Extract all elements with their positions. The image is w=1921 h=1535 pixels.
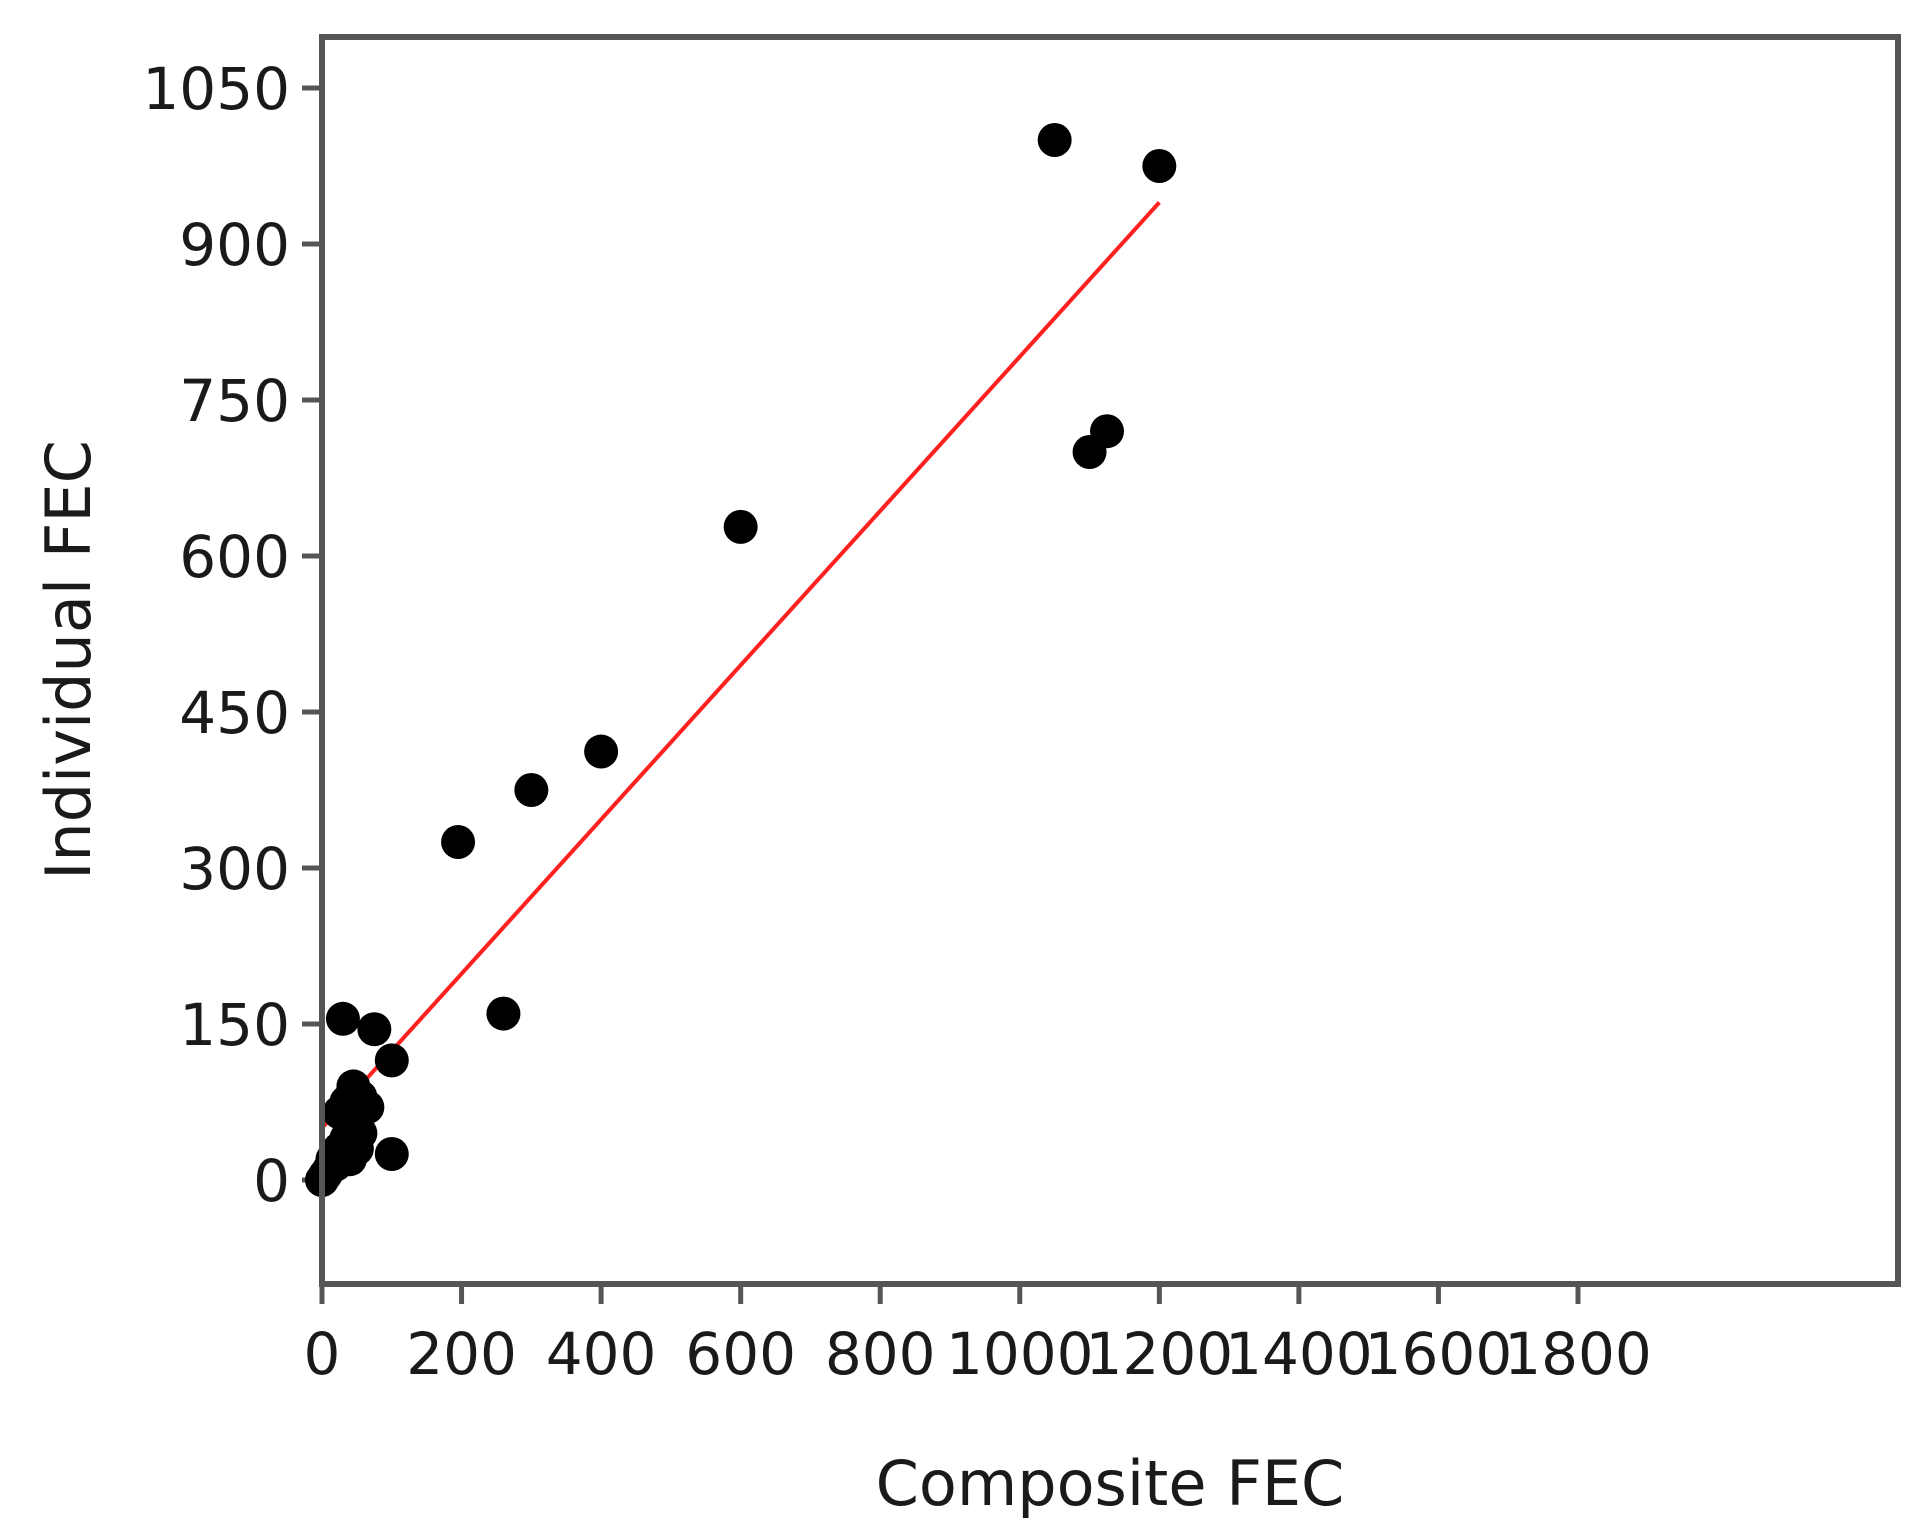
y-tick-label: 150 bbox=[179, 991, 290, 1059]
fit-line-group bbox=[320, 201, 1161, 1130]
x-tick-label: 1000 bbox=[946, 1320, 1094, 1388]
data-point bbox=[350, 1090, 385, 1125]
data-point bbox=[1090, 414, 1124, 449]
data-point bbox=[1142, 149, 1177, 183]
x-tick-label: 1600 bbox=[1365, 1320, 1513, 1388]
x-tick-label: 0 bbox=[304, 1320, 341, 1388]
x-tick-label: 600 bbox=[685, 1320, 796, 1388]
x-axis-title: Composite FEC bbox=[876, 1447, 1345, 1520]
data-point bbox=[343, 1116, 378, 1151]
y-tick-label: 900 bbox=[179, 211, 290, 279]
x-tick-label: 1800 bbox=[1504, 1320, 1652, 1388]
x-tick-label: 1200 bbox=[1086, 1320, 1234, 1388]
y-tick-label: 450 bbox=[179, 679, 290, 747]
y-tick-label: 0 bbox=[253, 1147, 290, 1215]
plot-frame bbox=[319, 34, 1901, 1287]
y-axis-ticks: 0 150 300 450 600 750 900 1050 bbox=[142, 55, 322, 1215]
data-point bbox=[357, 1012, 392, 1047]
data-point bbox=[584, 734, 619, 769]
y-tick-label: 600 bbox=[179, 523, 290, 591]
data-points bbox=[305, 123, 1177, 1197]
data-point bbox=[514, 773, 549, 807]
fit-line bbox=[320, 201, 1161, 1130]
x-tick-label: 1400 bbox=[1225, 1320, 1373, 1388]
data-point bbox=[1037, 123, 1072, 157]
x-tick-label: 200 bbox=[406, 1320, 517, 1388]
data-point bbox=[441, 825, 476, 859]
y-tick-label: 1050 bbox=[142, 55, 290, 123]
data-point bbox=[723, 509, 758, 544]
y-tick-label: 750 bbox=[179, 367, 290, 435]
data-point bbox=[374, 1137, 409, 1171]
data-point bbox=[325, 1001, 360, 1036]
x-tick-label: 800 bbox=[825, 1320, 936, 1388]
data-point bbox=[486, 996, 521, 1031]
y-axis-title: Individual FEC bbox=[32, 440, 105, 880]
y-tick-label: 300 bbox=[179, 835, 290, 903]
data-point bbox=[374, 1043, 409, 1078]
x-tick-label: 400 bbox=[546, 1320, 657, 1388]
